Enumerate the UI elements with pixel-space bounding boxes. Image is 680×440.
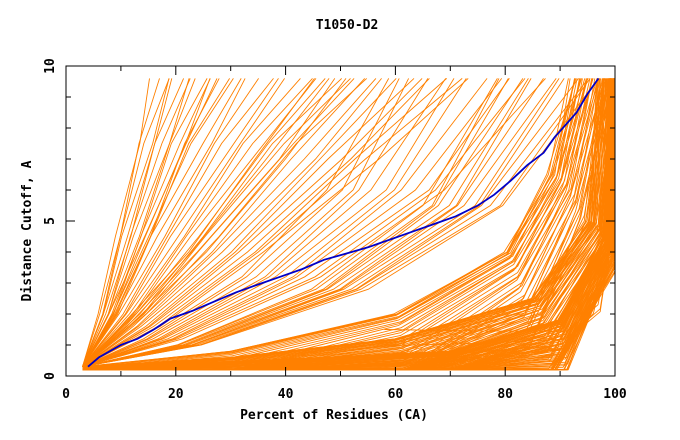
x-tick-label: 100 — [603, 387, 627, 402]
model-line — [82, 78, 315, 368]
model-line — [82, 78, 279, 367]
model-line — [82, 78, 397, 368]
x-tick-label: 0 — [62, 387, 70, 402]
model-line — [82, 78, 415, 368]
model-line — [82, 78, 317, 368]
model-line — [82, 78, 598, 368]
x-axis-label: Percent of Residues (CA) — [240, 408, 428, 423]
model-line — [82, 78, 382, 368]
y-tick-label: 10 — [43, 58, 58, 74]
model-line — [82, 78, 400, 368]
model-line — [82, 78, 326, 368]
x-tick-label: 60 — [388, 387, 404, 402]
chart-title: T1050-D2 — [316, 18, 379, 33]
model-line — [82, 78, 598, 368]
model-lines — [82, 78, 616, 371]
model-line — [82, 78, 259, 367]
model-line — [82, 78, 576, 370]
model-line — [82, 78, 173, 367]
axis-ticks: 0 20 40 60 80 100 0 5 10 — [43, 58, 627, 402]
model-line — [82, 78, 390, 368]
model-line — [82, 78, 330, 368]
model-line — [82, 78, 423, 368]
model-line — [384, 220, 611, 368]
model-line — [82, 78, 285, 367]
model-line — [82, 78, 447, 368]
y-tick-label: 5 — [43, 217, 58, 225]
model-line — [82, 78, 185, 367]
model-line — [82, 78, 410, 368]
x-tick-label: 40 — [278, 387, 294, 402]
model-line — [384, 220, 615, 347]
model-line — [82, 78, 447, 368]
model-line — [82, 78, 234, 367]
model-line — [82, 78, 430, 368]
model-line — [384, 220, 616, 365]
model-line — [82, 78, 616, 371]
model-line — [82, 78, 301, 367]
model-line — [82, 78, 509, 368]
model-line — [82, 78, 467, 368]
model-line — [82, 78, 377, 368]
model-line — [82, 78, 578, 371]
model-line — [82, 78, 510, 368]
model-line — [82, 78, 602, 370]
y-tick-label: 0 — [43, 372, 58, 380]
y-axis-label: Distance Cutoff, A — [20, 160, 35, 301]
model-line — [82, 78, 571, 369]
model-line — [82, 78, 274, 367]
highlight-series-line — [87, 77, 600, 368]
model-line — [82, 78, 150, 367]
highlight-line — [87, 77, 600, 368]
model-line — [82, 78, 599, 368]
model-line — [82, 78, 313, 368]
model-line — [82, 78, 336, 368]
model-line — [82, 78, 546, 368]
model-line — [82, 78, 488, 368]
model-line — [82, 78, 246, 367]
x-tick-label: 80 — [497, 387, 513, 402]
model-line — [82, 78, 544, 368]
model-line — [384, 220, 616, 332]
x-tick-label: 20 — [168, 387, 184, 402]
model-line — [82, 78, 366, 368]
model-line — [82, 78, 429, 368]
model-line — [82, 78, 218, 367]
model-line — [82, 78, 455, 368]
model-line — [82, 78, 347, 368]
